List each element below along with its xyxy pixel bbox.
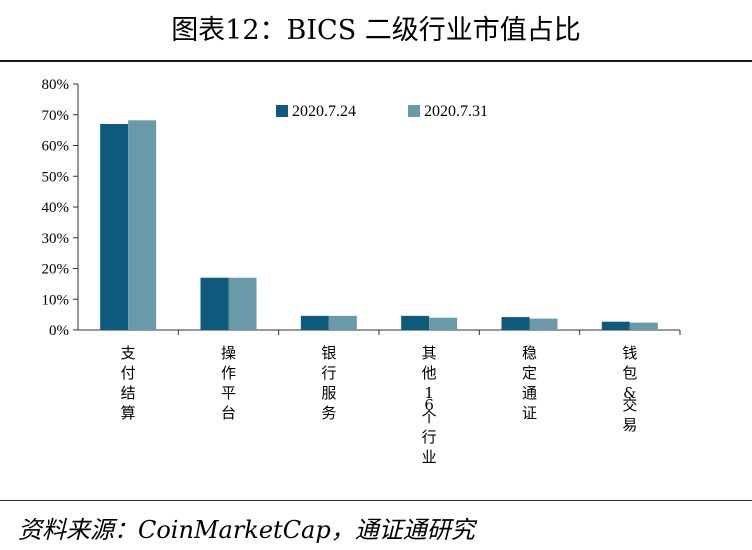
bar-1 — [601, 321, 630, 330]
bar-1 — [200, 277, 229, 330]
bar-2 — [629, 322, 658, 330]
y-tick-label: 20% — [42, 262, 70, 278]
y-tick-label: 40% — [42, 200, 70, 216]
y-tick-label: 10% — [42, 292, 70, 308]
category-label: 其他 1 6 个行业 — [422, 344, 437, 466]
y-tick-label: 70% — [42, 108, 70, 124]
bar-1 — [501, 317, 530, 330]
category-label: 支付结算 — [121, 344, 136, 422]
legend-swatch-1 — [276, 105, 288, 117]
category-label: 稳定通证 — [522, 344, 537, 422]
bar-1 — [300, 315, 329, 330]
bar-2 — [529, 318, 558, 330]
bar-chart: 0% 10% 20% 30% 40% 50% 60% 70% 80% 支付结算 操作平台 银行服务 其他… — [42, 77, 681, 466]
bar-2 — [128, 120, 157, 330]
bar-2 — [429, 317, 458, 330]
category-label: 银行服务 — [321, 344, 336, 422]
y-tick-label: 0% — [49, 323, 69, 339]
source-divider — [0, 500, 752, 501]
bar-1 — [401, 315, 430, 330]
legend-label-2: 2020.7.31 — [424, 103, 488, 120]
y-tick-label: 60% — [42, 139, 70, 155]
title-divider — [0, 60, 752, 62]
chart-title: 图表12：BICS 二级行业市值占比 — [171, 15, 581, 46]
y-tick-label: 50% — [42, 169, 70, 185]
legend-swatch-2 — [408, 105, 420, 117]
bar-1 — [100, 123, 129, 330]
category-label: 操作平台 — [221, 344, 236, 422]
y-tick-label: 30% — [42, 231, 70, 247]
source-note: 资料来源：CoinMarketCap，通证通研究 — [18, 516, 475, 544]
y-tick-label: 80% — [42, 77, 70, 93]
legend-label-1: 2020.7.24 — [292, 103, 356, 120]
bar-2 — [328, 315, 357, 330]
category-label: 钱包&交易 — [622, 344, 637, 434]
bar-2 — [228, 277, 257, 330]
